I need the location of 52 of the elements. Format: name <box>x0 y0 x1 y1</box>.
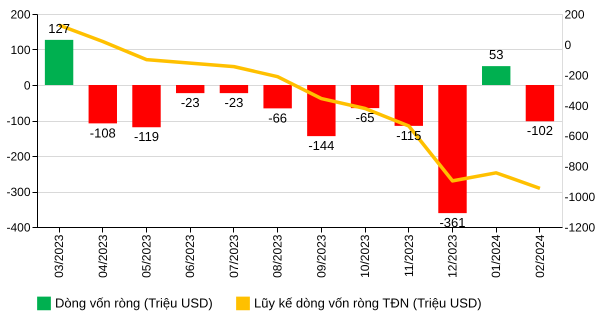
bar <box>438 85 467 214</box>
bar <box>307 85 336 136</box>
bar <box>44 40 74 85</box>
x-tick-label: 04/2023 <box>96 234 110 278</box>
bar <box>132 85 161 128</box>
x-tick-label: 09/2023 <box>314 234 328 278</box>
y2-tick-label: -1200 <box>564 220 596 234</box>
bar <box>482 66 510 85</box>
y-tick-label: 200 <box>10 8 31 22</box>
data-label: -144 <box>308 138 334 154</box>
y-tick-label: 0 <box>24 78 31 92</box>
y-tick-label: -100 <box>6 114 31 128</box>
data-label: -119 <box>134 129 160 144</box>
x-tick-label: 12/2023 <box>445 234 460 278</box>
x-tick-label: 05/2023 <box>140 234 154 278</box>
y2-tick-label: -200 <box>564 68 589 82</box>
y-tick-label: -400 <box>6 220 31 234</box>
x-tick-label: 07/2023 <box>226 234 241 278</box>
data-label: -23 <box>224 95 244 110</box>
data-label: -102 <box>526 123 553 138</box>
data-label: -66 <box>268 110 288 126</box>
y2-tick-label: 200 <box>564 8 585 22</box>
x-tick-label: 01/2024 <box>489 234 504 278</box>
y-tick-label: -200 <box>6 150 31 164</box>
data-label: 127 <box>48 20 70 36</box>
y2-tick-label: 0 <box>564 38 572 52</box>
data-label: -108 <box>90 125 116 140</box>
data-label: -361 <box>439 215 466 230</box>
bar <box>394 85 423 126</box>
legend-label: Dòng vốn ròng (Triệu USD) <box>55 295 213 310</box>
y2-tick-label: -600 <box>564 129 589 144</box>
x-tick-label: 06/2023 <box>183 234 198 278</box>
data-label: 53 <box>488 47 504 62</box>
y2-tick-label: -800 <box>564 160 589 174</box>
y-tick-label: 100 <box>10 43 31 57</box>
legend-label: Lũy kế dòng vốn ròng TĐN (Triệu USD) <box>254 295 482 310</box>
x-tick-label: 02/2024 <box>532 234 547 278</box>
y2-tick-label: -400 <box>564 98 589 113</box>
x-tick-label: 11/2023 <box>402 234 416 277</box>
bar <box>220 85 248 94</box>
data-label: -23 <box>180 95 200 110</box>
y-tick-label: -300 <box>6 185 31 199</box>
bar <box>526 85 554 122</box>
data-label: -65 <box>356 110 374 126</box>
bar <box>88 85 117 124</box>
x-tick-label: 10/2023 <box>358 234 372 278</box>
bar <box>263 85 292 108</box>
y2-tick-label: -1000 <box>564 190 596 204</box>
x-tick-label: 03/2023 <box>52 234 66 278</box>
bar <box>176 85 204 94</box>
x-tick-label: 08/2023 <box>270 234 285 278</box>
bar <box>350 85 380 108</box>
